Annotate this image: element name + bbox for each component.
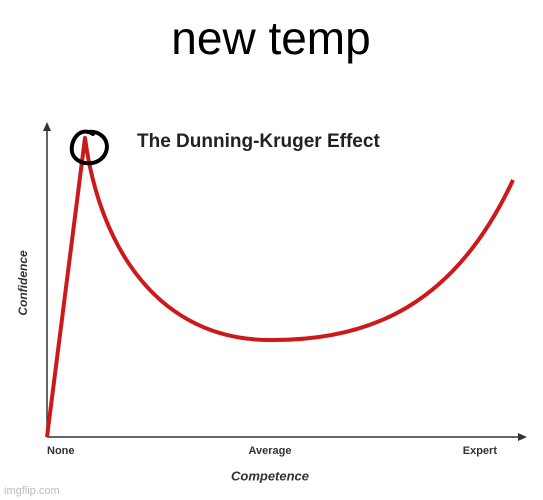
x-tick-label: Average bbox=[248, 445, 291, 457]
hand-drawn-circle bbox=[69, 129, 109, 166]
watermark: imgflip.com bbox=[4, 485, 60, 497]
x-tick-label: Expert bbox=[463, 445, 498, 457]
x-axis-label: Competence bbox=[231, 468, 309, 483]
caption: new temp bbox=[171, 12, 370, 64]
x-axis-arrow bbox=[518, 433, 527, 441]
curve bbox=[45, 136, 515, 438]
x-tick-label: None bbox=[47, 445, 75, 457]
chart-title: The Dunning-Kruger Effect bbox=[137, 131, 380, 152]
y-axis-arrow bbox=[43, 122, 51, 131]
y-axis-label: Confidence bbox=[16, 250, 30, 316]
